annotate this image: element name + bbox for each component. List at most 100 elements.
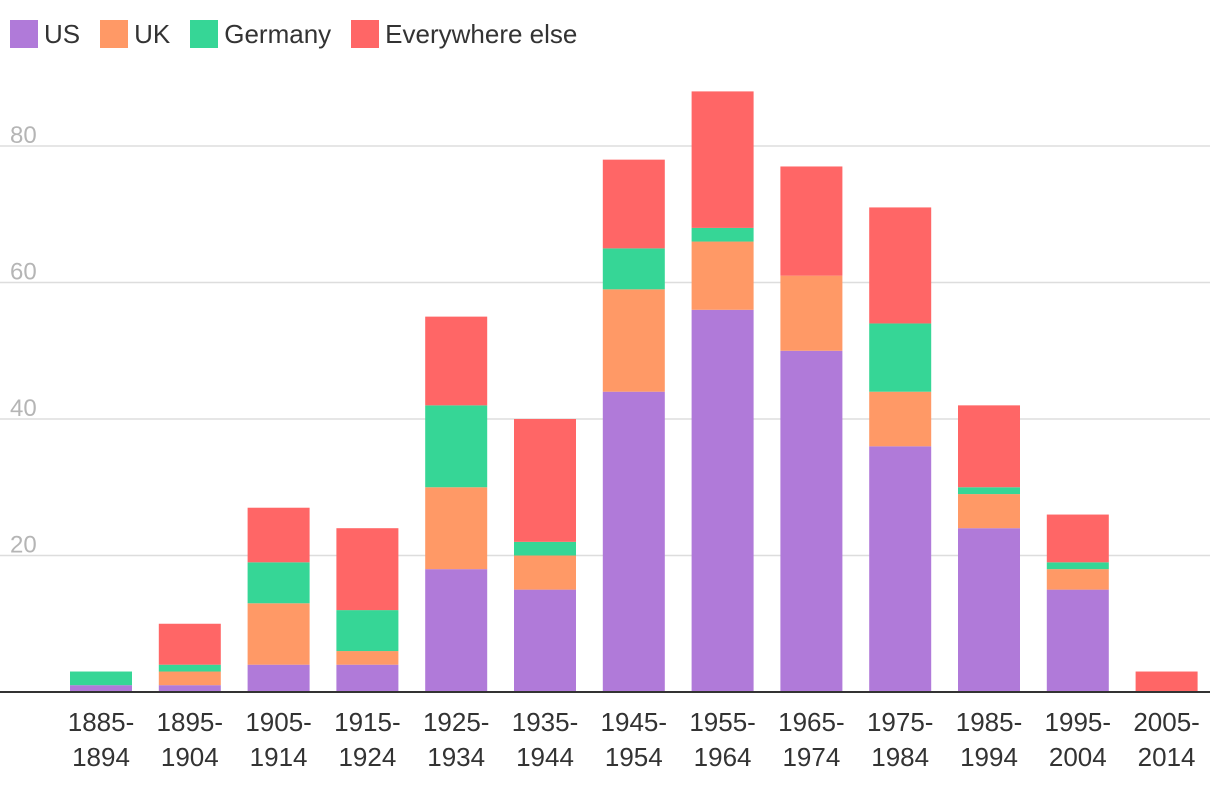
bar-segment-germany bbox=[70, 671, 132, 686]
x-tick-label: 1945- 1954 bbox=[601, 707, 668, 772]
bar-segment-us bbox=[425, 569, 488, 692]
x-tick-label-line: 2004 bbox=[1049, 742, 1107, 772]
bar-segment-us bbox=[336, 664, 399, 692]
x-tick-label-line: 1915- bbox=[334, 707, 401, 737]
x-tick-label-line: 2014 bbox=[1138, 742, 1196, 772]
bar-segment-uk bbox=[780, 275, 843, 351]
y-tick-label: 80 bbox=[10, 122, 37, 149]
bar-segment-uk bbox=[425, 487, 488, 570]
x-tick-label: 1985- 1994 bbox=[956, 707, 1023, 772]
legend-item: US bbox=[10, 19, 80, 50]
bar-segment-everywhere-else bbox=[691, 91, 754, 228]
x-tick-label: 1965- 1974 bbox=[778, 707, 845, 772]
legend-item: Germany bbox=[190, 19, 331, 50]
x-tick-label-line: 1995- bbox=[1045, 707, 1112, 737]
x-tick-label: 2005- 2014 bbox=[1133, 707, 1200, 772]
x-tick-label-line: 1964 bbox=[694, 742, 752, 772]
x-tick-label-line: 1905- bbox=[245, 707, 312, 737]
x-tick-label: 1935- 1944 bbox=[512, 707, 579, 772]
bar-segment-everywhere-else bbox=[336, 528, 399, 611]
bar-segment-germany bbox=[247, 562, 310, 604]
bar-segment-uk bbox=[514, 555, 576, 590]
x-tick-label-line: 1914 bbox=[250, 742, 308, 772]
bar-segment-uk bbox=[691, 241, 754, 310]
x-tick-label-line: 1985- bbox=[956, 707, 1023, 737]
x-tick-label-line: 1894 bbox=[72, 742, 130, 772]
x-tick-label-line: 1904 bbox=[161, 742, 219, 772]
x-tick-label: 1895- 1904 bbox=[157, 707, 224, 772]
bar-segment-germany bbox=[514, 541, 576, 556]
y-tick-label: 20 bbox=[10, 532, 37, 559]
x-tick-label-line: 1944 bbox=[516, 742, 574, 772]
bar-segment-everywhere-else bbox=[869, 207, 932, 324]
x-tick-label: 1925- 1934 bbox=[423, 707, 490, 772]
bar-segment-germany bbox=[869, 323, 932, 392]
x-tick-label-line: 1974 bbox=[782, 742, 840, 772]
legend: US UK Germany Everywhere else bbox=[10, 16, 597, 52]
x-tick-label-line: 1934 bbox=[427, 742, 485, 772]
bar-segment-uk bbox=[958, 494, 1020, 529]
bar-segment-us bbox=[70, 685, 132, 692]
legend-label: Everywhere else bbox=[385, 18, 578, 49]
bar-segment-everywhere-else bbox=[1046, 514, 1109, 563]
x-tick-label: 1885- 1894 bbox=[68, 707, 135, 772]
bar-segment-uk bbox=[247, 603, 310, 665]
x-tick-label-line: 1925- bbox=[423, 707, 490, 737]
x-tick-label: 1915- 1924 bbox=[334, 707, 401, 772]
legend-label: Germany bbox=[224, 18, 332, 49]
bar-segment-germany bbox=[425, 405, 488, 488]
bar-segment-everywhere-else bbox=[958, 405, 1020, 488]
bar-segment-germany bbox=[336, 610, 399, 652]
x-tick-label-line: 1994 bbox=[960, 742, 1018, 772]
legend-swatch bbox=[190, 20, 219, 48]
x-tick-label-line: 1924 bbox=[338, 742, 396, 772]
bar-segment-everywhere-else bbox=[1135, 671, 1198, 692]
bar-segment-us bbox=[1046, 589, 1109, 692]
bar-segment-us bbox=[247, 664, 310, 692]
x-tick-label-line: 2005- bbox=[1133, 707, 1200, 737]
bar-segment-uk bbox=[336, 651, 399, 665]
bar-segment-us bbox=[691, 309, 754, 692]
bar-segment-everywhere-else bbox=[602, 159, 665, 249]
bar-segment-uk bbox=[1046, 569, 1109, 590]
bar-segment-uk bbox=[869, 391, 932, 447]
legend-item: Everywhere else bbox=[351, 19, 577, 50]
y-tick-label: 60 bbox=[10, 259, 37, 286]
x-tick-label: 1955- 1964 bbox=[689, 707, 756, 772]
x-tick-label-line: 1954 bbox=[605, 742, 663, 772]
bar-segment-everywhere-else bbox=[780, 166, 843, 276]
bar-segment-uk bbox=[158, 671, 221, 686]
bar-segment-germany bbox=[1046, 562, 1109, 570]
bar-segment-uk bbox=[602, 289, 665, 392]
x-tick-label-line: 1945- bbox=[601, 707, 668, 737]
bar-segment-us bbox=[514, 589, 576, 692]
bar-segment-us bbox=[958, 528, 1020, 692]
x-tick-label-line: 1955- bbox=[689, 707, 756, 737]
bar-segment-germany bbox=[158, 664, 221, 672]
x-tick-label: 1975- 1984 bbox=[867, 707, 934, 772]
x-tick-label-line: 1965- bbox=[778, 707, 845, 737]
legend-swatch bbox=[100, 20, 129, 48]
x-tick-label-line: 1975- bbox=[867, 707, 934, 737]
bar-segment-germany bbox=[691, 227, 754, 242]
legend-item: UK bbox=[100, 19, 170, 50]
bar-segment-everywhere-else bbox=[247, 507, 310, 563]
x-tick-label-line: 1885- bbox=[68, 707, 135, 737]
x-tick-label-line: 1984 bbox=[871, 742, 929, 772]
bar-segment-everywhere-else bbox=[514, 419, 576, 542]
x-tick-label: 1995- 2004 bbox=[1045, 707, 1112, 772]
bar-segment-everywhere-else bbox=[158, 623, 221, 665]
bar-segment-us bbox=[780, 350, 843, 692]
legend-swatch bbox=[351, 20, 380, 48]
x-tick-label-line: 1895- bbox=[157, 707, 224, 737]
bar-segment-us bbox=[158, 685, 221, 692]
bar-segment-germany bbox=[958, 487, 1020, 495]
bar-segment-germany bbox=[602, 248, 665, 290]
y-tick-label: 40 bbox=[10, 395, 37, 422]
legend-swatch bbox=[10, 20, 38, 48]
x-tick-label-line: 1935- bbox=[512, 707, 579, 737]
bar-segment-us bbox=[602, 391, 665, 692]
legend-label: UK bbox=[134, 18, 171, 49]
x-tick-label: 1905- 1914 bbox=[245, 707, 312, 772]
